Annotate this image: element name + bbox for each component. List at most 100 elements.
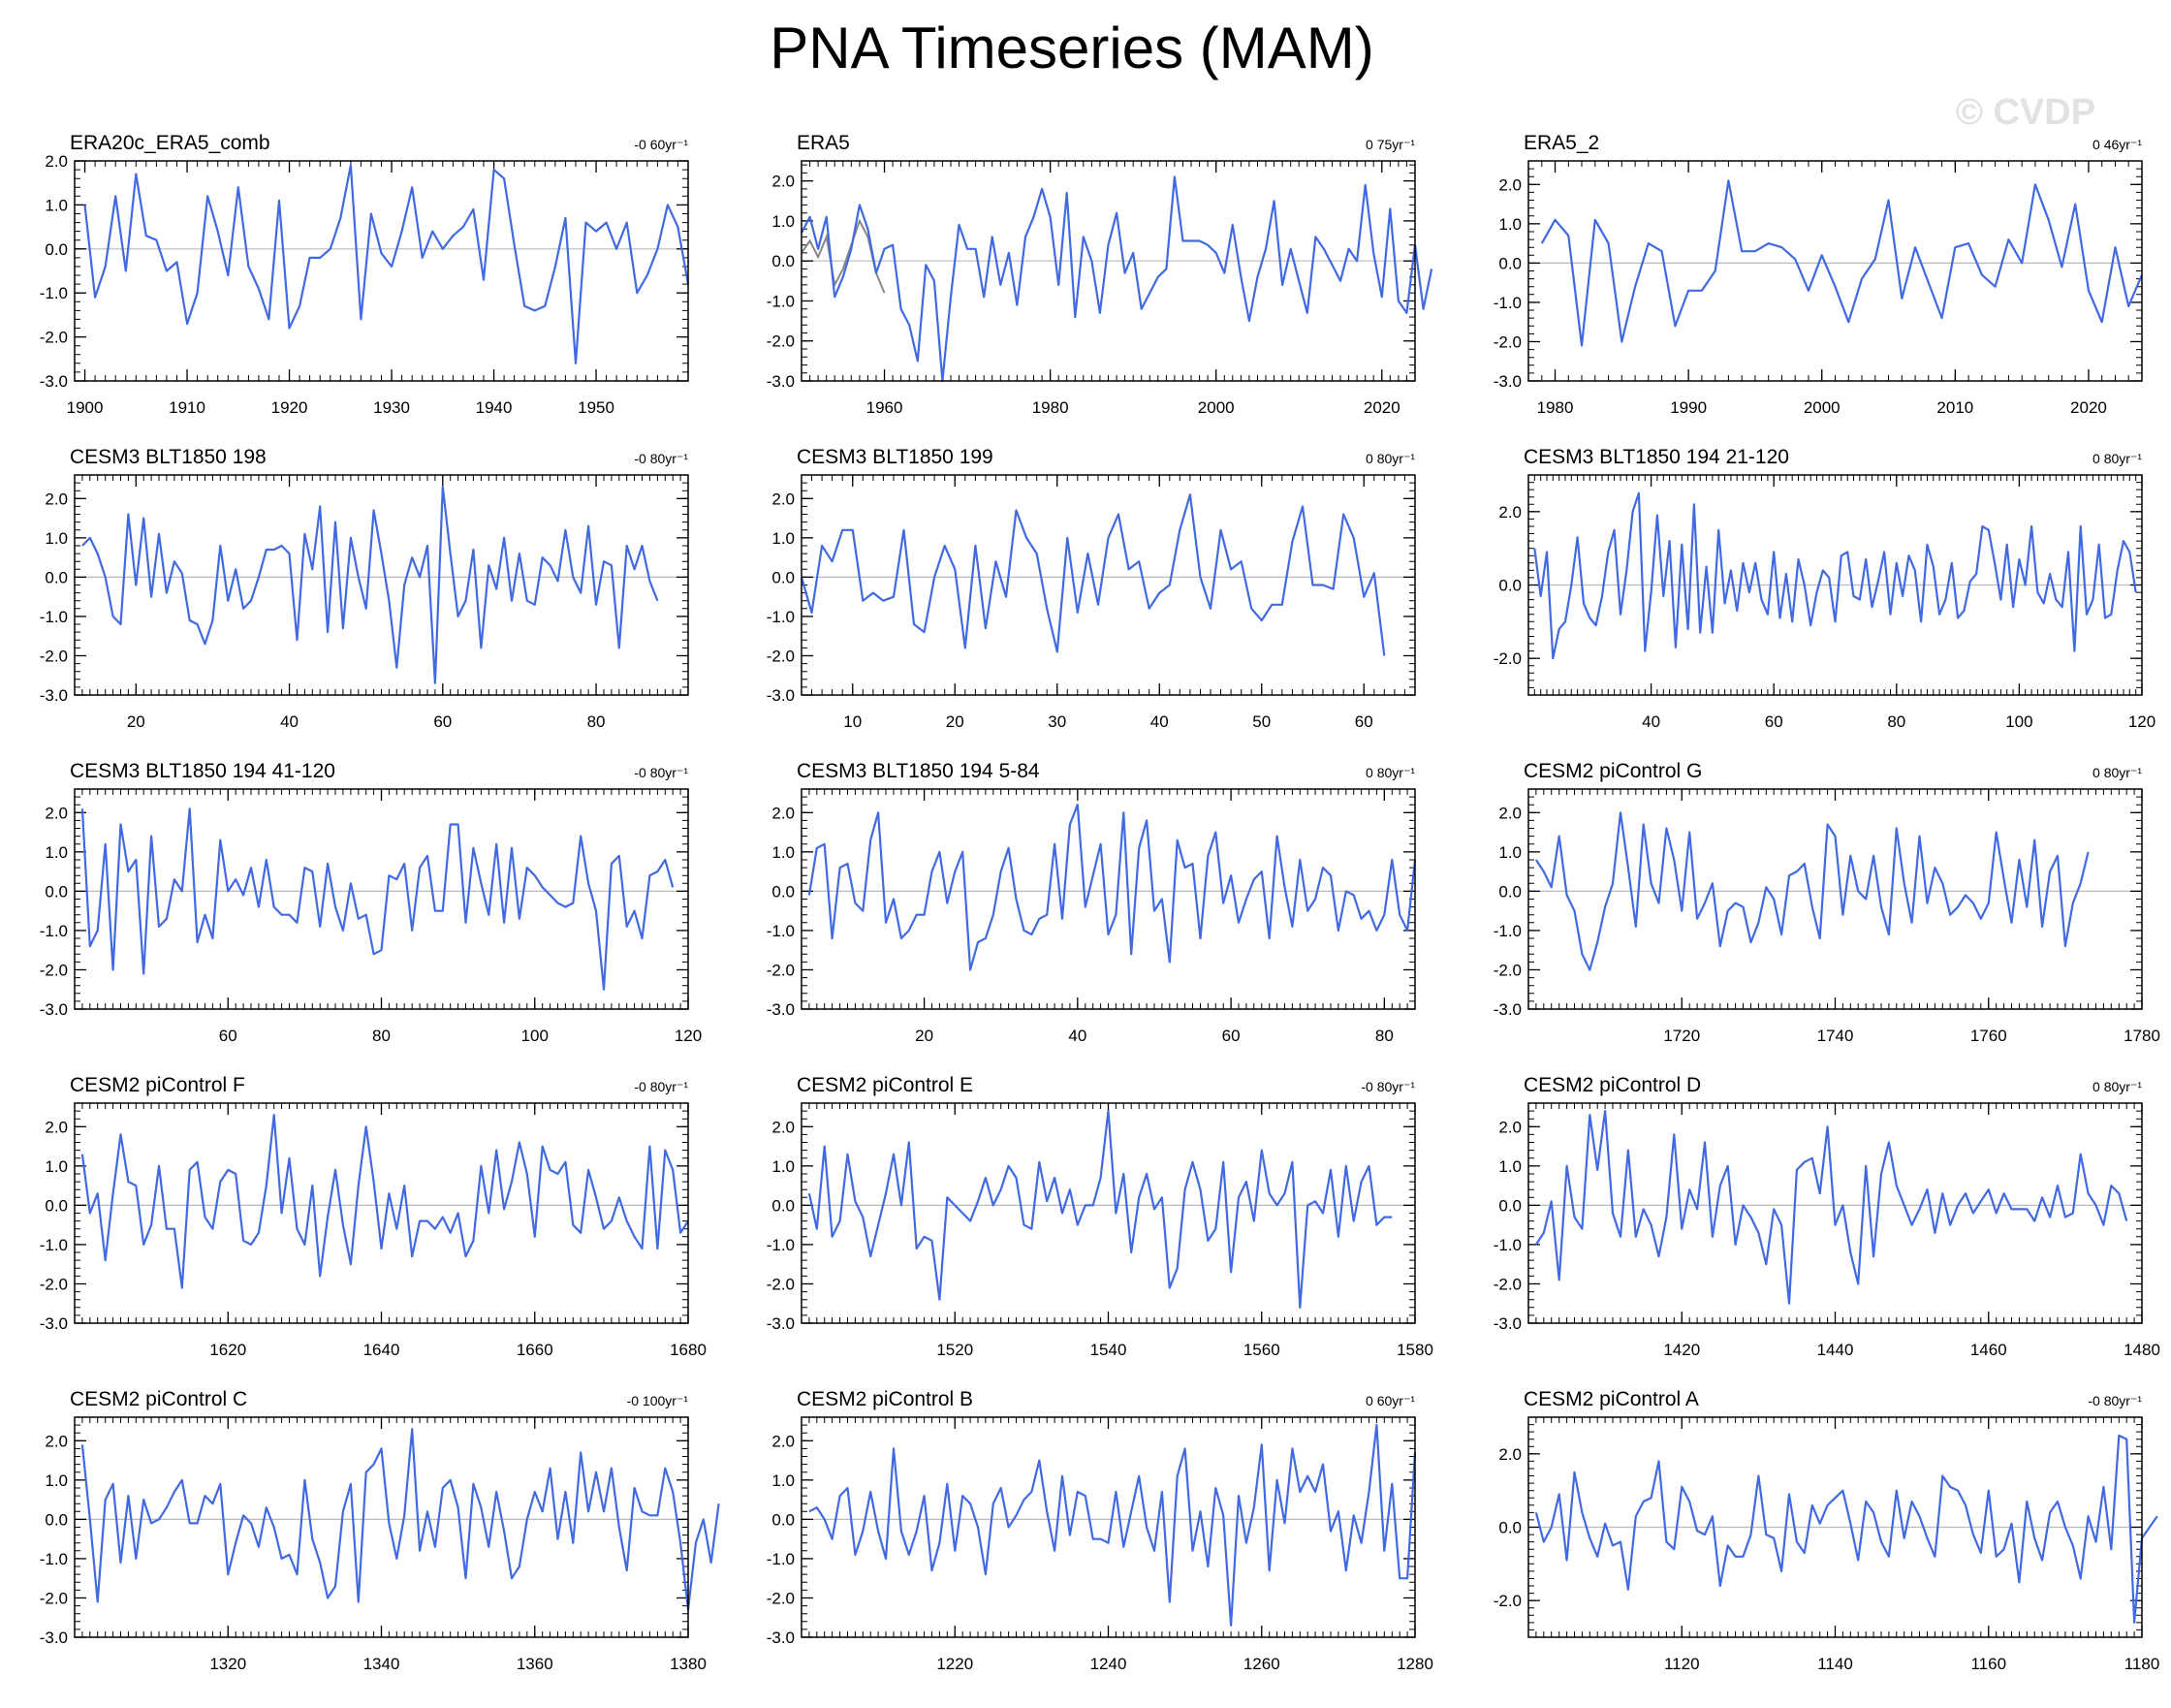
panel-title: CESM3 BLT1850 194 41-120 <box>70 760 335 782</box>
panel-title: ERA20c_ERA5_comb <box>70 132 270 154</box>
y-tick-label: 1.0 <box>771 1471 795 1490</box>
series-line <box>1534 1434 2158 1625</box>
y-tick-label: -2.0 <box>1494 1275 1522 1293</box>
y-tick-label: -2.0 <box>1494 332 1522 351</box>
plot-frame <box>801 160 1416 382</box>
x-tick-label: 1180 <box>2124 1655 2160 1673</box>
plot-frame <box>801 1102 1416 1324</box>
y-tick-label: 2.0 <box>771 804 795 822</box>
x-tick-label: 1950 <box>578 398 614 417</box>
trend-label: -0 100yr⁻¹ <box>627 1393 689 1408</box>
x-tick-label: 1760 <box>1970 1027 2007 1045</box>
x-tick-label: 80 <box>1887 712 1905 731</box>
x-tick-label: 1280 <box>1397 1655 1433 1673</box>
y-tick-label: -1.0 <box>40 1550 68 1568</box>
y-tick-label: 2.0 <box>45 804 68 822</box>
x-minor-ticks <box>74 1103 689 1323</box>
plot-frame <box>801 1416 1416 1638</box>
x-tick-label: 1960 <box>866 398 903 417</box>
y-tick-label: 0.0 <box>1498 1196 1522 1215</box>
x-tick-label: 2000 <box>1804 398 1841 417</box>
y-tick-label: -1.0 <box>767 1236 795 1254</box>
x-tick-label: 40 <box>1068 1027 1086 1045</box>
y-tick-label: -2.0 <box>1494 649 1522 668</box>
panel: CESM2 piControl C -0 100yr⁻¹ 1320 1340 1360 1… <box>40 1388 720 1673</box>
series-line <box>800 493 1386 656</box>
y-tick-label: -3.0 <box>40 686 68 705</box>
y-tick-label: -3.0 <box>767 686 795 705</box>
x-tick-label: 1780 <box>2124 1027 2160 1045</box>
series-line <box>801 175 1433 383</box>
y-tick-label: 0.0 <box>1498 577 1522 595</box>
x-minor-ticks <box>801 161 1416 381</box>
series-line <box>1534 1109 2128 1305</box>
y-tick-label: -3.0 <box>1494 1000 1522 1019</box>
y-tick-label: 1.0 <box>45 843 68 862</box>
y-tick-label: -1.0 <box>40 608 68 626</box>
y-tick-label: -1.0 <box>1494 922 1522 940</box>
panel: CESM2 piControl B 0 60yr⁻¹ 1220 1240 1260 128… <box>767 1388 1433 1673</box>
x-tick-label: 1660 <box>517 1341 553 1359</box>
x-tick-label: 2020 <box>1364 398 1400 417</box>
plot-frame <box>1527 160 2143 382</box>
x-tick-label: 40 <box>1150 712 1169 731</box>
x-tick-label: 1930 <box>373 398 410 417</box>
panel-title: CESM3 BLT1850 194 5-84 <box>797 760 1040 782</box>
plot-frame <box>1527 474 2143 696</box>
series-line <box>80 807 675 991</box>
y-tick-label: 0.0 <box>771 1510 795 1529</box>
panel: ERA20c_ERA5_comb -0 60yr⁻¹ 1900 1910 1920 193… <box>40 132 690 417</box>
x-tick-label: 1320 <box>209 1655 246 1673</box>
x-tick-label: 1560 <box>1243 1341 1280 1359</box>
panel-title: CESM2 piControl B <box>797 1388 973 1410</box>
x-tick-label: 1420 <box>1663 1341 1700 1359</box>
y-tick-label: -1.0 <box>40 284 68 302</box>
x-tick-label: 1520 <box>936 1341 973 1359</box>
panel-title: CESM2 piControl A <box>1524 1388 1699 1410</box>
y-tick-label: 0.0 <box>771 252 795 270</box>
y-tick-label: 1.0 <box>1498 1157 1522 1176</box>
plot-frame <box>1527 1102 2143 1324</box>
x-tick-label: 1460 <box>1970 1341 2007 1359</box>
x-tick-label: 1980 <box>1537 398 1574 417</box>
x-tick-label: 40 <box>1642 712 1660 731</box>
y-tick-label: 2.0 <box>45 152 68 171</box>
y-tick-label: -2.0 <box>767 1589 795 1607</box>
plot-frame <box>1527 1416 2143 1638</box>
x-tick-label: 1900 <box>67 398 104 417</box>
y-tick-label: 2.0 <box>771 1432 795 1450</box>
x-tick-label: 60 <box>433 712 452 731</box>
x-tick-label: 1990 <box>1670 398 1707 417</box>
plot-frame <box>801 788 1416 1010</box>
trend-label: -0 80yr⁻¹ <box>2088 1393 2142 1408</box>
y-tick-label: -2.0 <box>40 329 68 347</box>
y-tick-label: 2.0 <box>771 1118 795 1136</box>
x-tick-label: 1620 <box>209 1341 246 1359</box>
panel-title: CESM2 piControl G <box>1524 760 1702 782</box>
x-tick-label: 40 <box>280 712 299 731</box>
x-tick-label: 50 <box>1252 712 1271 731</box>
x-tick-label: 2000 <box>1198 398 1235 417</box>
y-tick-label: -3.0 <box>767 372 795 391</box>
plot-frame <box>74 788 689 1010</box>
y-tick-label: -1.0 <box>767 608 795 626</box>
x-tick-label: 1260 <box>1243 1655 1280 1673</box>
panel: CESM2 piControl G 0 80yr⁻¹ 1720 1740 1760 178… <box>1494 760 2160 1045</box>
y-tick-label: 1.0 <box>1498 215 1522 234</box>
x-tick-label: 1680 <box>670 1341 707 1359</box>
y-tick-label: -3.0 <box>767 1000 795 1019</box>
x-tick-label: 1980 <box>1032 398 1069 417</box>
panel-title: ERA5 <box>797 132 850 154</box>
series-line <box>80 1114 689 1289</box>
y-tick-label: 2.0 <box>1498 175 1522 194</box>
trend-label: -0 80yr⁻¹ <box>634 1079 688 1094</box>
panel: CESM3 BLT1850 194 41-120 -0 80yr⁻¹ 60 80 100… <box>40 760 702 1045</box>
x-tick-label: 1540 <box>1090 1341 1127 1359</box>
x-minor-ticks <box>1527 161 2143 381</box>
y-tick-label: -3.0 <box>1494 1314 1522 1333</box>
plot-frame <box>74 160 689 382</box>
x-tick-label: 1740 <box>1817 1027 1854 1045</box>
y-minor-ticks <box>802 164 1415 382</box>
y-tick-label: 1.0 <box>771 1157 795 1176</box>
